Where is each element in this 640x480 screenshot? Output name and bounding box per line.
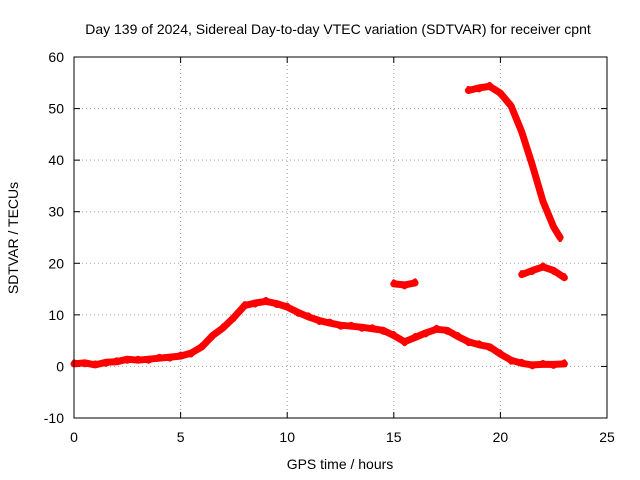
data-point: [252, 300, 259, 306]
data-point: [156, 355, 163, 362]
data-point: [358, 324, 365, 331]
grid: [74, 57, 607, 418]
data-point: [337, 322, 344, 329]
data-point: [305, 313, 312, 320]
data-point: [113, 358, 120, 365]
series-group: [70, 81, 568, 370]
data-point: [476, 341, 483, 348]
data-point: [529, 267, 536, 274]
data-point: [433, 326, 440, 333]
data-point: [412, 334, 419, 341]
data-point: [390, 332, 397, 339]
data-point: [135, 357, 141, 364]
y-tick-label: 10: [48, 307, 64, 323]
x-tick-label: 0: [70, 429, 78, 445]
data-point: [508, 103, 515, 109]
data-point: [326, 320, 333, 327]
data-point: [497, 351, 504, 358]
data-point: [92, 361, 99, 368]
data-point: [454, 333, 461, 340]
chart-title: Day 139 of 2024, Sidereal Day-to-day VTE…: [85, 21, 591, 37]
y-tick-label: 50: [48, 101, 64, 117]
data-point: [444, 327, 451, 334]
y-tick-label: 0: [56, 358, 64, 374]
data-point: [177, 353, 184, 360]
data-point: [550, 224, 557, 231]
y-tick-label: 60: [48, 49, 64, 65]
y-tick-label: 40: [48, 152, 64, 168]
data-point: [561, 274, 568, 281]
data-point: [262, 298, 269, 305]
plot-frame: [73, 56, 608, 419]
data-point: [390, 280, 397, 287]
data-point: [230, 314, 237, 321]
data-point: [529, 162, 536, 169]
data-point: [294, 309, 301, 316]
data-point: [476, 84, 483, 91]
x-tick-label: 20: [493, 429, 509, 445]
data-point: [188, 350, 195, 356]
data-point: [465, 338, 472, 345]
data-point: [124, 356, 131, 363]
data-point: [540, 361, 546, 368]
y-tick-label: 30: [48, 204, 64, 220]
x-tick-label: 15: [386, 429, 402, 445]
series-band-segment-18.5-22.8: [466, 81, 563, 242]
data-point: [465, 87, 472, 94]
data-point: [497, 90, 504, 97]
x-axis-label: GPS time / hours: [287, 456, 394, 472]
y-tick-label: 20: [48, 255, 64, 271]
data-point: [529, 361, 536, 368]
data-point: [557, 234, 564, 241]
data-point: [518, 271, 525, 278]
data-point: [316, 317, 323, 324]
data-point: [166, 354, 173, 361]
data-point: [550, 361, 557, 368]
x-tick-label: 5: [177, 429, 185, 445]
data-point: [540, 198, 546, 205]
data-point: [273, 300, 280, 307]
data-point: [220, 324, 227, 331]
data-point: [241, 302, 248, 309]
y-axis-label: SDTVAR / TECUs: [5, 182, 21, 294]
ticks: 0 5 10 15 20 25 -10 0 10 20 30 40 50 60: [44, 49, 615, 445]
data-point: [198, 343, 205, 350]
data-point: [284, 304, 291, 311]
x-tick-label: 10: [279, 429, 295, 445]
data-point: [401, 338, 408, 345]
data-point: [550, 267, 557, 274]
data-point: [412, 279, 419, 286]
data-point: [348, 323, 355, 330]
data-point: [369, 325, 376, 332]
data-point: [518, 360, 525, 367]
x-tick-label: 25: [599, 429, 615, 445]
data-point: [209, 332, 216, 339]
data-point: [145, 356, 152, 363]
data-point: [486, 343, 493, 350]
data-point: [380, 327, 387, 334]
data-point: [561, 360, 568, 367]
y-tick-label: -10: [44, 410, 64, 426]
data-point: [486, 83, 493, 90]
data-point: [540, 263, 546, 270]
data-point: [401, 281, 408, 288]
data-point: [103, 359, 109, 366]
data-point: [422, 329, 429, 336]
data-point: [508, 357, 515, 364]
data-point: [81, 359, 88, 366]
data-point: [518, 128, 525, 135]
